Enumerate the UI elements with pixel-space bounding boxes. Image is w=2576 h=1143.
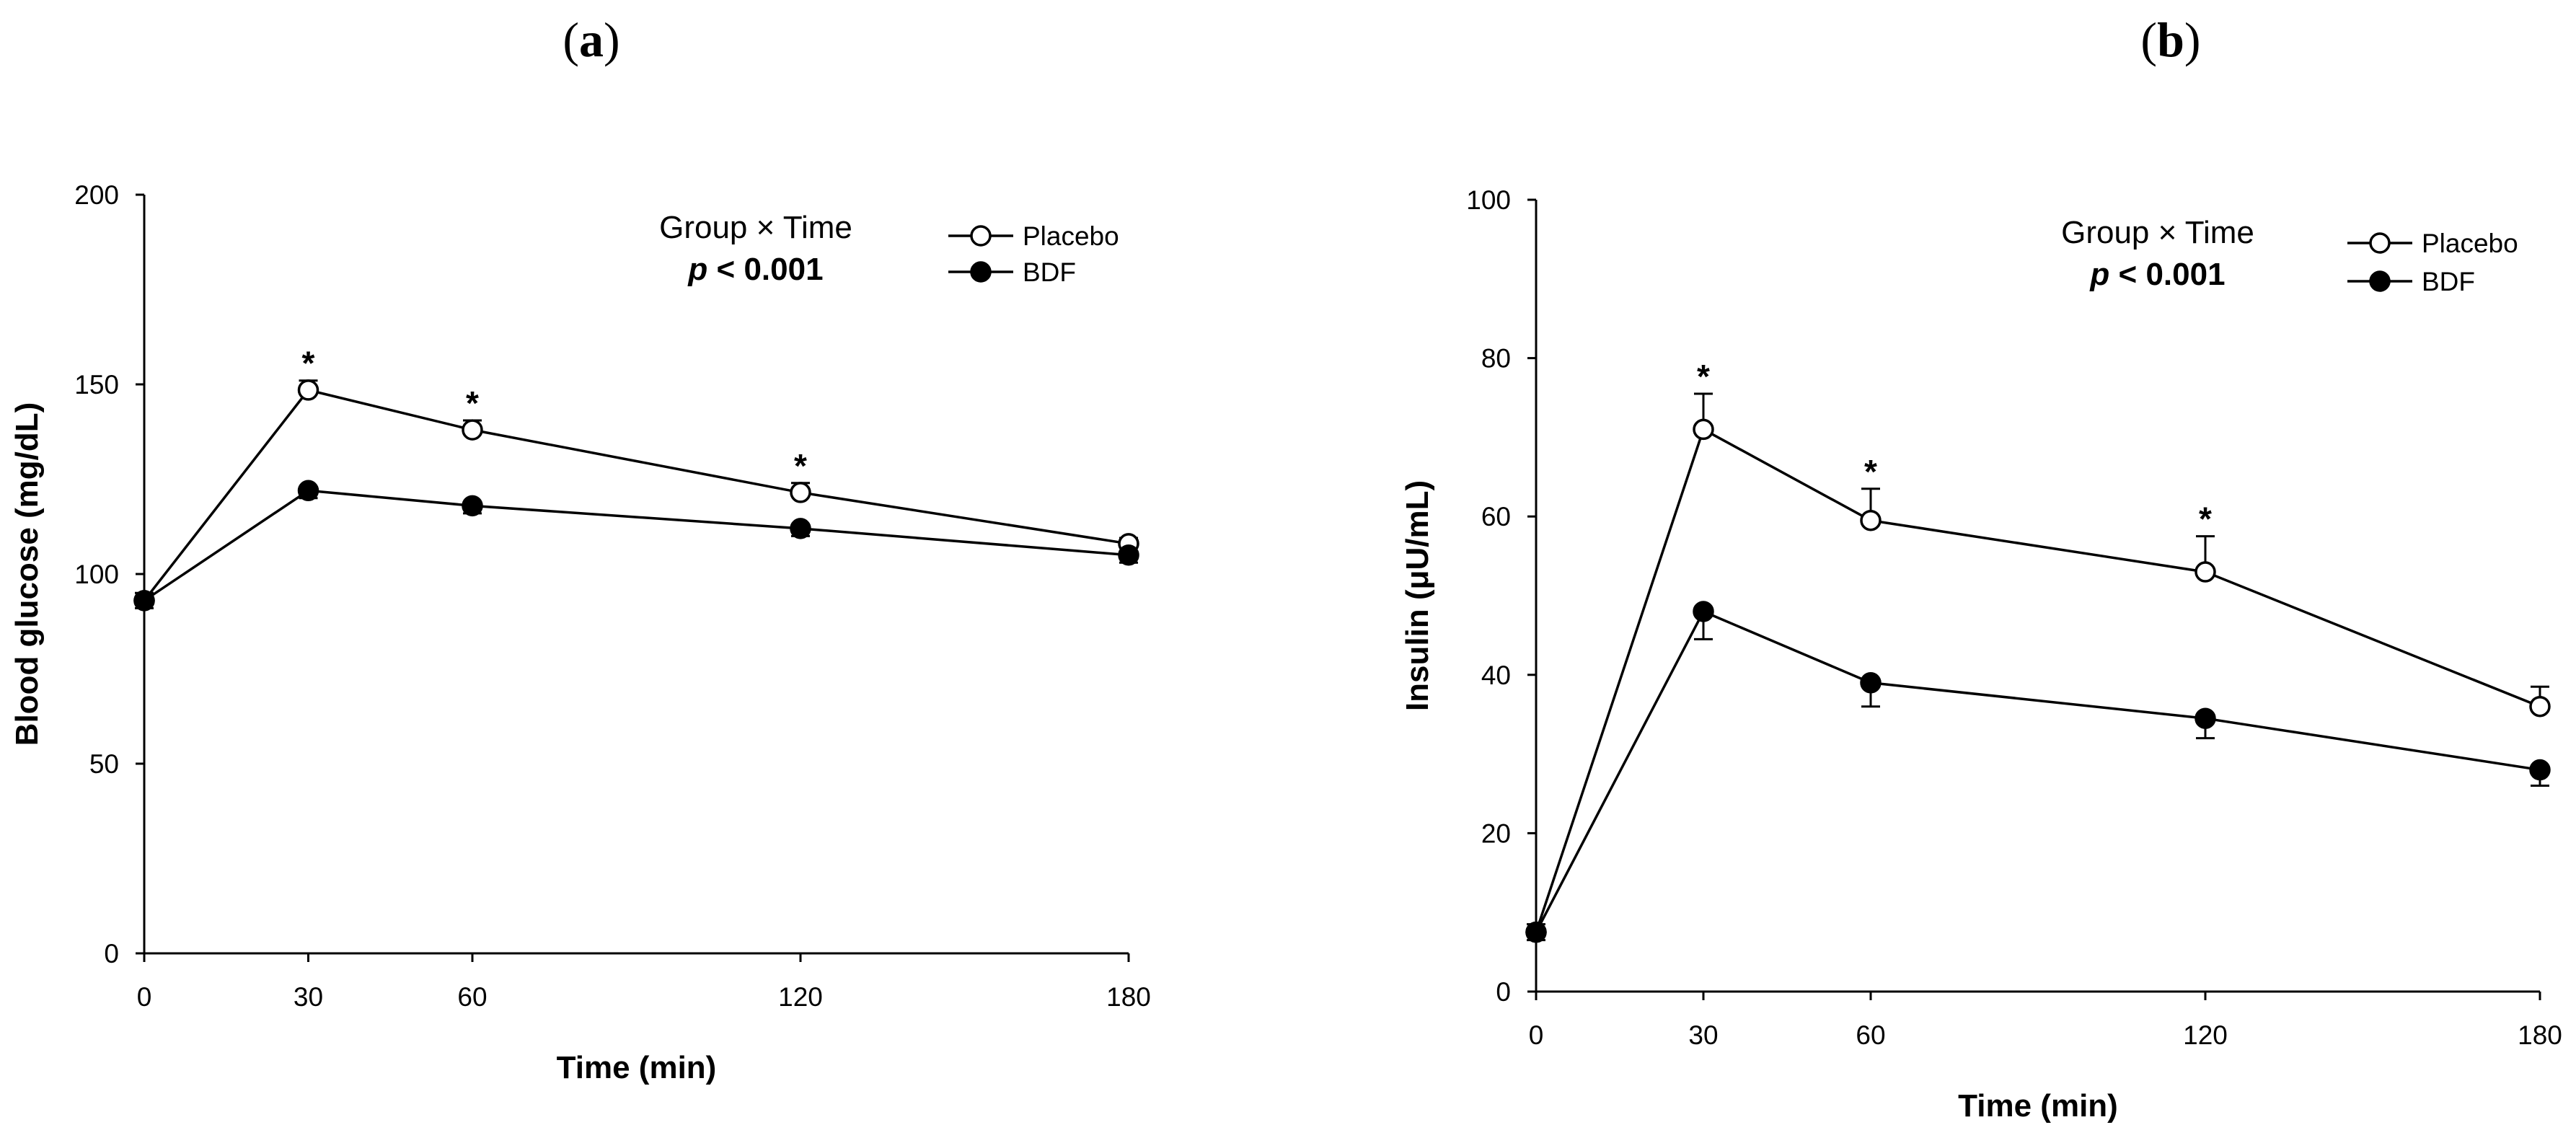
panel-label-letter: a bbox=[579, 12, 604, 67]
data-point-bdf bbox=[297, 480, 319, 502]
x-tick-label: 120 bbox=[2183, 1020, 2228, 1050]
stat-annotation-p: p < 0.001 bbox=[687, 252, 823, 287]
y-tick-label: 0 bbox=[104, 939, 119, 968]
y-tick-label: 150 bbox=[74, 370, 119, 400]
panel-label-letter: b bbox=[2157, 12, 2184, 67]
legend-label-bdf: BDF bbox=[2422, 267, 2475, 296]
x-tick-label: 30 bbox=[294, 982, 323, 1012]
panel-label-close-paren: ) bbox=[2184, 12, 2201, 67]
legend-label-bdf: BDF bbox=[1023, 257, 1076, 287]
x-tick-label: 0 bbox=[137, 982, 152, 1012]
x-axis-label: Time (min) bbox=[1958, 1088, 2118, 1124]
y-tick-label: 60 bbox=[1481, 502, 1511, 531]
y-tick-label: 20 bbox=[1481, 818, 1511, 848]
data-point-bdf bbox=[2529, 759, 2551, 781]
significance-mark: * bbox=[2199, 500, 2212, 538]
significance-mark: * bbox=[794, 447, 807, 485]
chart-panel-b: (b) 0 20 40 60 80 100 0 30 60 120 180 Time (min) Insu… bbox=[1400, 12, 2562, 1124]
y-tick-label: 40 bbox=[1481, 661, 1511, 690]
series-line-bdf bbox=[144, 489, 1129, 602]
stat-p-value: < 0.001 bbox=[2109, 257, 2225, 292]
data-point-placebo bbox=[2195, 561, 2216, 583]
significance-mark: * bbox=[1864, 453, 1877, 490]
y-axis-label: Blood glucose (mg/dL) bbox=[9, 402, 45, 746]
legend-marker-bdf bbox=[2369, 270, 2391, 292]
legend-marker-bdf bbox=[970, 261, 992, 283]
x-tick-label: 60 bbox=[1856, 1020, 1885, 1050]
y-tick-label: 0 bbox=[1496, 977, 1511, 1007]
y-tick-label: 100 bbox=[74, 560, 119, 589]
x-axis-label: Time (min) bbox=[557, 1050, 717, 1085]
x-tick-label: 120 bbox=[778, 982, 823, 1012]
chart-panel-a: (a) 0 50 100 150 200 0 30 60 120 180 Time (min) Bloo… bbox=[9, 12, 1151, 1085]
x-tick-label: 180 bbox=[1106, 982, 1151, 1012]
data-point-placebo bbox=[2529, 695, 2551, 718]
panel-label: (a) bbox=[563, 12, 619, 67]
stat-p-italic: p bbox=[2089, 257, 2109, 292]
legend-marker-placebo bbox=[2369, 232, 2391, 254]
legend-label-placebo: Placebo bbox=[1023, 221, 1119, 251]
y-tick-label: 100 bbox=[1466, 185, 1511, 215]
series-line-placebo bbox=[1535, 427, 2541, 933]
series-line-placebo bbox=[143, 388, 1129, 601]
panel-label-open-paren: ( bbox=[2140, 12, 2157, 67]
y-tick-label: 200 bbox=[74, 180, 119, 210]
stat-annotation-p: p < 0.001 bbox=[2089, 257, 2225, 292]
x-tick-label: 60 bbox=[457, 982, 487, 1012]
data-point-bdf bbox=[462, 495, 483, 517]
significance-mark: * bbox=[466, 384, 479, 422]
significance-mark: * bbox=[302, 345, 315, 382]
x-tick-label: 30 bbox=[1688, 1020, 1718, 1050]
data-point-placebo bbox=[1693, 418, 1714, 441]
data-point-placebo bbox=[462, 419, 483, 441]
data-point-bdf bbox=[1525, 921, 1547, 943]
y-tick-label: 80 bbox=[1481, 344, 1511, 374]
panel-label-close-paren: ) bbox=[604, 12, 620, 67]
stat-annotation-title: Group × Time bbox=[2061, 215, 2254, 250]
stat-p-italic: p bbox=[687, 252, 707, 287]
panel-label: (b) bbox=[2140, 12, 2200, 67]
y-axis-label: Insulin (μU/mL) bbox=[1400, 480, 1435, 711]
panel-label-open-paren: ( bbox=[563, 12, 579, 67]
legend-marker-placebo bbox=[970, 225, 992, 247]
x-tick-label: 0 bbox=[1529, 1020, 1544, 1050]
significance-mark: * bbox=[1697, 358, 1710, 395]
stat-annotation-title: Group × Time bbox=[659, 210, 852, 245]
data-point-placebo bbox=[1860, 509, 1882, 531]
legend-label-placebo: Placebo bbox=[2422, 229, 2518, 258]
x-tick-label: 180 bbox=[2518, 1020, 2562, 1050]
series-line-bdf bbox=[1535, 609, 2541, 933]
data-point-bdf bbox=[1693, 601, 1714, 622]
data-point-bdf bbox=[1118, 544, 1139, 566]
data-point-bdf bbox=[2195, 707, 2216, 729]
data-point-placebo bbox=[790, 482, 811, 503]
y-tick-label: 50 bbox=[89, 749, 119, 779]
stat-p-value: < 0.001 bbox=[707, 252, 823, 287]
data-point-placebo bbox=[297, 379, 319, 401]
data-point-bdf bbox=[790, 518, 811, 539]
data-point-bdf bbox=[133, 590, 155, 612]
data-point-bdf bbox=[1860, 672, 1882, 694]
